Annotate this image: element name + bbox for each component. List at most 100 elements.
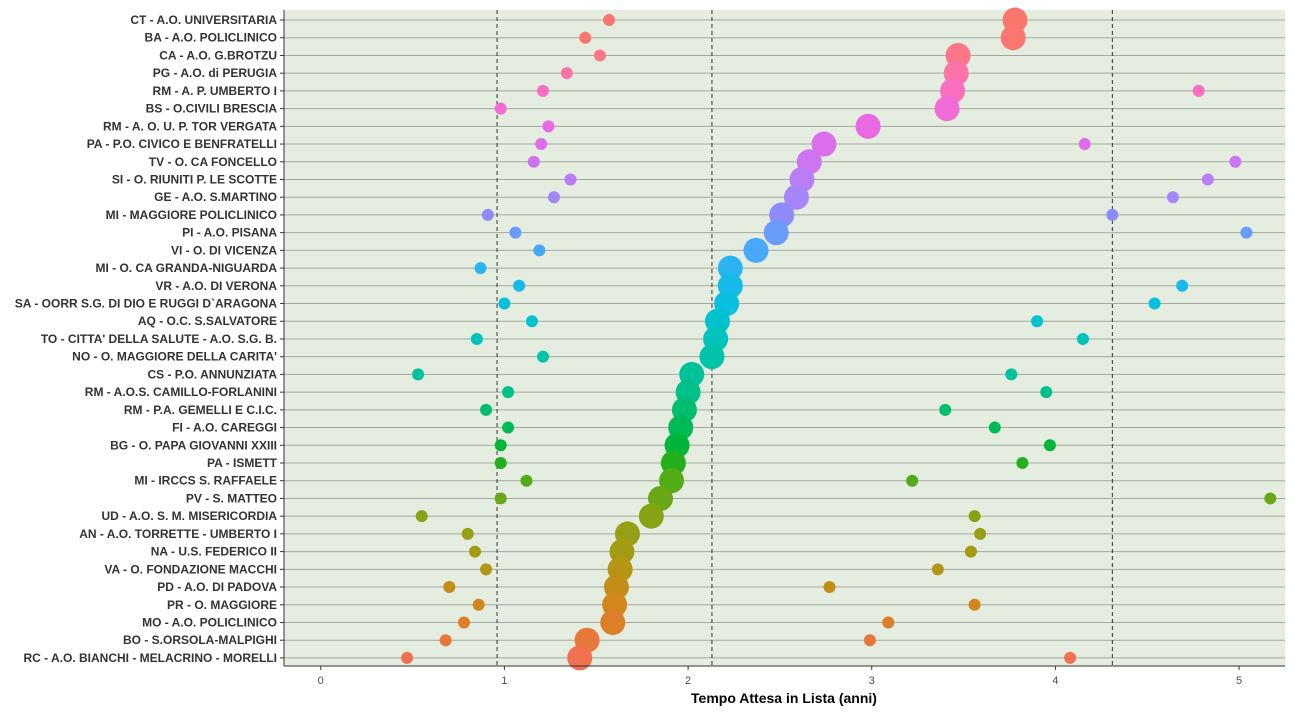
data-point — [823, 581, 836, 594]
x-tick-label: 1 — [501, 675, 507, 687]
x-axis-ticks: 0 1 2 3 4 5 — [318, 666, 1242, 687]
category-label: BA - A.O. POLICLINICO — [145, 31, 277, 45]
data-point — [717, 255, 743, 281]
data-point — [1031, 315, 1044, 328]
data-point — [412, 368, 425, 381]
category-label: PD - A.O. DI PADOVA — [157, 580, 277, 594]
data-point — [509, 226, 522, 239]
data-point — [560, 67, 573, 80]
data-point — [472, 598, 485, 611]
data-point — [964, 545, 977, 558]
data-point — [480, 563, 493, 576]
data-point — [533, 244, 546, 257]
data-point — [699, 344, 725, 370]
data-point — [481, 208, 494, 221]
category-label: AN - A.O. TORRETTE - UMBERTO I — [79, 527, 277, 541]
category-label: RC - A.O. BIANCHI - MELACRINO - MORELLI — [23, 651, 277, 665]
reference-lines — [496, 10, 1113, 666]
data-point — [502, 386, 515, 399]
data-point — [415, 510, 428, 523]
data-point — [1192, 84, 1205, 97]
data-point — [547, 191, 560, 204]
x-tick-label: 0 — [318, 675, 324, 687]
category-label: GE - A.O. S.MARTINO — [154, 190, 277, 204]
category-label: CT - A.O. UNIVERSITARIA — [130, 13, 277, 27]
category-label: BS - O.CIVILI BRESCIA — [146, 102, 278, 116]
data-point — [579, 31, 592, 44]
data-point — [1229, 155, 1242, 168]
data-point — [988, 421, 1001, 434]
data-point — [494, 102, 507, 115]
category-label: PA - P.O. CIVICO E BENFRATELLI — [87, 137, 277, 151]
data-point — [593, 49, 606, 62]
data-point — [494, 439, 507, 452]
data-point — [469, 545, 482, 558]
x-tick-label: 3 — [869, 675, 875, 687]
data-point — [638, 503, 664, 529]
category-label: MI - IRCCS S. RAFFAELE — [134, 474, 277, 488]
data-point — [743, 237, 769, 263]
category-labels: CT - A.O. UNIVERSITARIA BA - A.O. POLICLI… — [15, 13, 284, 665]
data-point — [461, 527, 474, 540]
data-point — [600, 609, 626, 635]
category-label: MI - O. CA GRANDA-NIGUARDA — [95, 261, 277, 275]
data-point — [783, 184, 809, 210]
data-point — [1076, 332, 1089, 345]
data-point — [567, 645, 593, 671]
x-tick-label: 2 — [685, 675, 691, 687]
data-point — [401, 651, 414, 664]
category-label: PG - A.O. di PERUGIA — [153, 66, 278, 80]
category-label: SI - O. RIUNITI P. LE SCOTTE — [112, 172, 277, 186]
data-point — [906, 474, 919, 487]
data-point — [494, 457, 507, 469]
data-point — [520, 474, 533, 487]
data-point — [1016, 457, 1029, 469]
data-point — [513, 279, 526, 292]
data-point — [934, 96, 960, 122]
data-point — [603, 14, 616, 26]
category-label: CA - A.O. G.BROTZU — [159, 48, 277, 62]
data-point — [939, 403, 952, 416]
x-tick-label: 4 — [1052, 675, 1058, 687]
data-point — [1148, 297, 1161, 310]
data-point — [1000, 25, 1026, 51]
category-label: RM - A.O.S. CAMILLO-FORLANINI — [85, 385, 277, 399]
category-label: PI - A.O. PISANA — [182, 226, 277, 240]
category-label: AQ - O.C. S.SALVATORE — [138, 314, 277, 328]
data-point — [470, 332, 483, 345]
data-point — [480, 403, 493, 416]
data-point — [1166, 191, 1179, 204]
data-point — [811, 131, 837, 157]
data-point — [498, 297, 511, 310]
data-points — [401, 7, 1277, 671]
data-point — [542, 120, 555, 133]
data-point — [494, 492, 507, 505]
category-label: NO - O. MAGGIORE DELLA CARITA' — [72, 350, 277, 364]
x-tick-label: 5 — [1236, 675, 1242, 687]
data-point — [1201, 173, 1214, 186]
category-label: RM - A. P. UMBERTO I — [153, 84, 277, 98]
category-label: BG - O. PAPA GIOVANNI XXIII — [110, 438, 277, 452]
data-point — [1106, 208, 1119, 221]
data-point — [968, 510, 981, 523]
data-point — [968, 598, 981, 611]
data-point — [882, 616, 895, 629]
category-label: BO - S.ORSOLA-MALPIGHI — [123, 633, 277, 647]
category-label: UD - A.O. S. M. MISERICORDIA — [101, 509, 277, 523]
category-label: CS - P.O. ANNUNZIATA — [147, 367, 277, 381]
data-point — [536, 350, 549, 363]
data-point — [931, 563, 944, 576]
category-label: PR - O. MAGGIORE — [167, 598, 277, 612]
category-label: PA - ISMETT — [207, 456, 278, 470]
category-label: PV - S. MATTEO — [186, 491, 277, 505]
x-axis-title: Tempo Attesa in Lista (anni) — [691, 690, 877, 706]
category-label: MI - MAGGIORE POLICLINICO — [106, 208, 277, 222]
category-label: RM - P.A. GEMELLI E C.I.C. — [124, 403, 277, 417]
category-label: FI - A.O. CAREGGI — [172, 421, 277, 435]
category-label: TV - O. CA FONCELLO — [149, 155, 277, 169]
data-point — [474, 262, 487, 275]
data-point — [536, 84, 549, 97]
data-point — [1176, 279, 1189, 292]
